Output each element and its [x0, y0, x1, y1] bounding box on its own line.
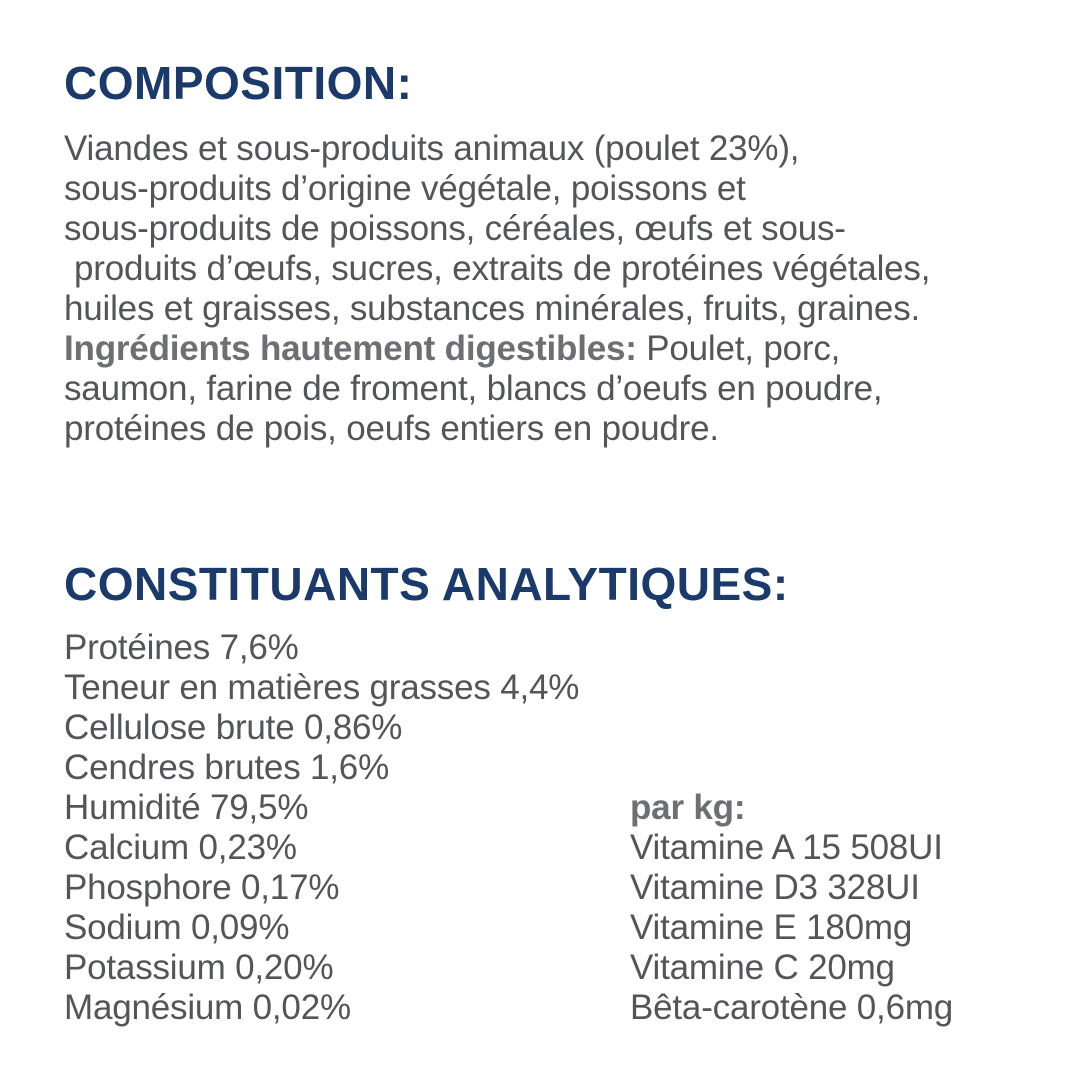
- composition-line: huiles et graisses, substances minérales…: [64, 289, 921, 328]
- vitamin-row-d3: Vitamine D3 328UI: [630, 868, 920, 907]
- composition-line: produits d’œufs, sucres, extraits de pro…: [74, 249, 931, 288]
- vitamin-row-beta-carotene: Bêta-carotène 0,6mg: [630, 988, 954, 1027]
- analyte-row-magnesium: Magnésium 0,02%: [64, 988, 351, 1027]
- analyte-row-cendres: Cendres brutes 1,6%: [64, 748, 389, 787]
- composition-line: protéines de pois, oeufs entiers en poud…: [64, 409, 719, 448]
- analyte-row-phosphore: Phosphore 0,17%: [64, 868, 340, 907]
- analytes-list: Protéines 7,6% Teneur en matières grasse…: [64, 628, 579, 1028]
- composition-line: Viandes et sous-produits animaux (poulet…: [64, 129, 800, 168]
- analyte-row-potassium: Potassium 0,20%: [64, 948, 334, 987]
- composition-heading: COMPOSITION:: [64, 57, 413, 109]
- analyte-row-humidite: Humidité 79,5%: [64, 788, 309, 827]
- analyte-row-calcium: Calcium 0,23%: [64, 828, 297, 867]
- digestible-ingredients-start: Poulet, porc,: [636, 329, 841, 368]
- analyte-row-matieres-grasses: Teneur en matières grasses 4,4%: [64, 668, 580, 707]
- per-kg-label: par kg:: [630, 788, 746, 827]
- analytical-constituents-heading: CONSTITUANTS ANALYTIQUES:: [64, 558, 789, 610]
- composition-line: saumon, farine de froment, blancs d’oeuf…: [64, 369, 883, 408]
- vitamin-row-a: Vitamine A 15 508UI: [630, 828, 943, 867]
- vitamin-row-c: Vitamine C 20mg: [630, 948, 895, 987]
- analyte-row-cellulose: Cellulose brute 0,86%: [64, 708, 403, 747]
- analyte-row-sodium: Sodium 0,09%: [64, 908, 290, 947]
- analyte-row-proteines: Protéines 7,6%: [64, 628, 299, 667]
- composition-line: sous-produits de poissons, céréales, œuf…: [64, 209, 846, 248]
- digestible-ingredients-label: Ingrédients hautement digestibles:: [64, 329, 637, 368]
- composition-line: sous-produits d’origine végétale, poisso…: [64, 169, 746, 208]
- vitamin-row-e: Vitamine E 180mg: [630, 908, 913, 947]
- composition-paragraph: Viandes et sous-produits animaux (poulet…: [64, 129, 930, 449]
- composition-line-digestible: Ingrédients hautement digestibles: Poule…: [64, 329, 930, 369]
- per-kg-block: par kg: Vitamine A 15 508UI Vitamine D3 …: [630, 788, 953, 1028]
